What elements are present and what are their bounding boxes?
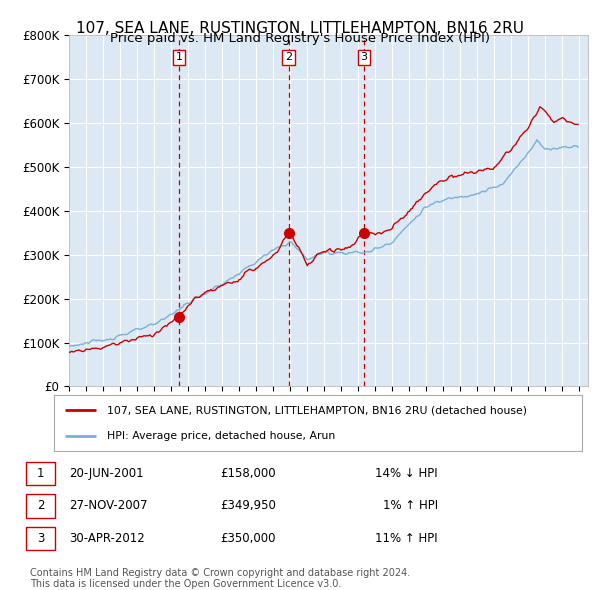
Text: 3: 3 — [37, 532, 44, 545]
Text: Contains HM Land Registry data © Crown copyright and database right 2024.: Contains HM Land Registry data © Crown c… — [30, 568, 410, 578]
Text: 1: 1 — [176, 53, 182, 63]
Text: This data is licensed under the Open Government Licence v3.0.: This data is licensed under the Open Gov… — [30, 579, 341, 589]
Text: 1% ↑ HPI: 1% ↑ HPI — [383, 499, 438, 513]
Text: HPI: Average price, detached house, Arun: HPI: Average price, detached house, Arun — [107, 431, 335, 441]
Text: 2: 2 — [285, 53, 292, 63]
Text: 20-JUN-2001: 20-JUN-2001 — [69, 467, 143, 480]
Text: 2: 2 — [37, 499, 44, 513]
Text: 11% ↑ HPI: 11% ↑ HPI — [376, 532, 438, 545]
Text: £350,000: £350,000 — [221, 532, 276, 545]
Text: £349,950: £349,950 — [220, 499, 276, 513]
Text: 27-NOV-2007: 27-NOV-2007 — [69, 499, 148, 513]
Text: 107, SEA LANE, RUSTINGTON, LITTLEHAMPTON, BN16 2RU (detached house): 107, SEA LANE, RUSTINGTON, LITTLEHAMPTON… — [107, 405, 527, 415]
Text: 1: 1 — [37, 467, 44, 480]
Text: 107, SEA LANE, RUSTINGTON, LITTLEHAMPTON, BN16 2RU: 107, SEA LANE, RUSTINGTON, LITTLEHAMPTON… — [76, 21, 524, 35]
Text: 30-APR-2012: 30-APR-2012 — [69, 532, 145, 545]
Text: Price paid vs. HM Land Registry's House Price Index (HPI): Price paid vs. HM Land Registry's House … — [110, 32, 490, 45]
Text: £158,000: £158,000 — [220, 467, 276, 480]
Text: 14% ↓ HPI: 14% ↓ HPI — [376, 467, 438, 480]
Text: 3: 3 — [361, 53, 367, 63]
